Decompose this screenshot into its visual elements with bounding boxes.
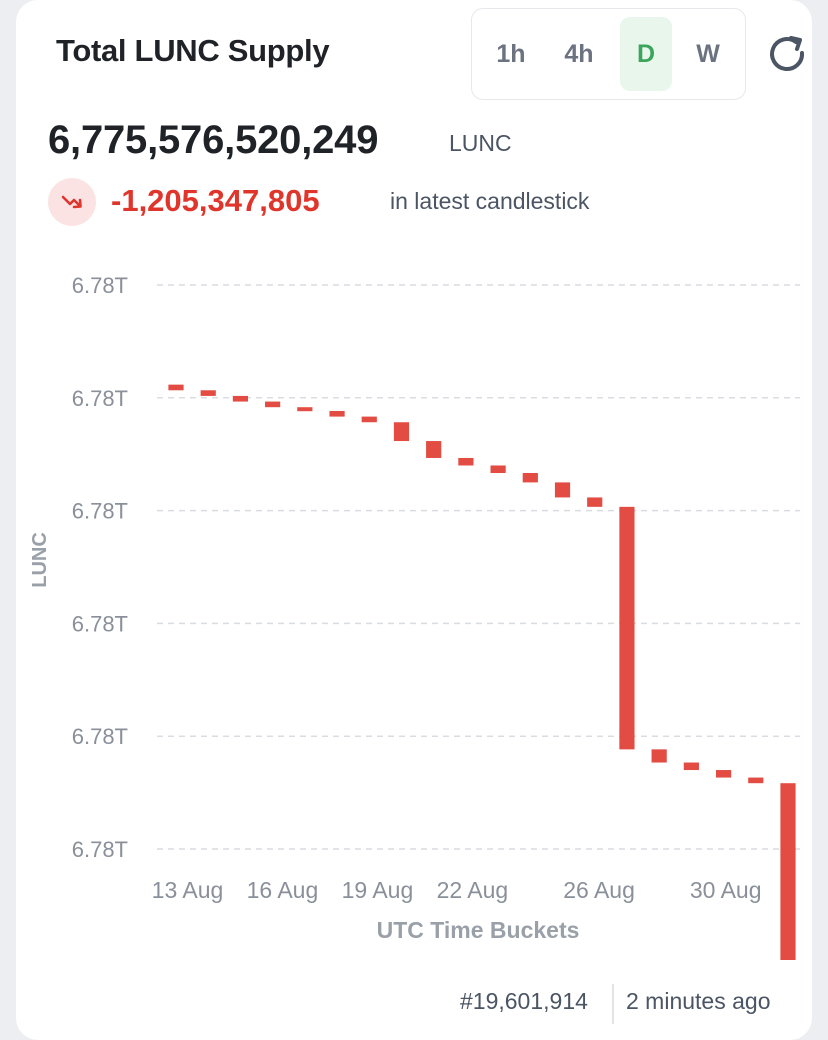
candle: [329, 410, 345, 417]
supply-change-note: in latest candlestick: [390, 188, 590, 214]
candle: [232, 395, 249, 402]
y-tick-label: 6.78T: [72, 273, 128, 298]
candle: [780, 783, 796, 960]
candle: [426, 441, 442, 458]
supply-unit: LUNC: [449, 130, 512, 156]
timeframe-d-button[interactable]: D: [620, 17, 672, 91]
block-height: #19,601,914: [460, 988, 588, 1014]
total-supply-value: 6,775,576,520,249: [48, 118, 379, 162]
candle: [587, 497, 603, 507]
candle: [554, 482, 571, 498]
x-axis-title: UTC Time Buckets: [377, 917, 580, 943]
timeframe-4h-button[interactable]: 4h: [564, 39, 594, 68]
y-tick-label: 6.78T: [72, 499, 128, 524]
candle: [715, 770, 732, 778]
footer-divider: [612, 984, 614, 1024]
candle: [490, 465, 506, 473]
candle: [748, 777, 764, 784]
timeframe-1h-button[interactable]: 1h: [496, 39, 526, 68]
last-updated: 2 minutes ago: [626, 988, 771, 1014]
card-title: Total LUNC Supply: [56, 33, 330, 68]
candle: [297, 407, 313, 412]
y-tick-label: 6.78T: [72, 386, 128, 411]
candle: [651, 749, 667, 763]
x-tick-label: 16 Aug: [247, 877, 319, 903]
y-tick-label: 6.78T: [72, 724, 128, 749]
y-tick-label: 6.78T: [72, 611, 128, 636]
candle: [619, 506, 635, 750]
candle: [265, 401, 281, 408]
trending-down-icon: [48, 178, 96, 226]
timeframe-w-button[interactable]: W: [696, 39, 720, 68]
x-tick-label: 19 Aug: [342, 877, 414, 903]
supply-change-value: -1,205,347,805: [111, 183, 320, 218]
y-axis-title: LUNC: [29, 532, 51, 588]
x-tick-label: 22 Aug: [437, 877, 509, 903]
candle: [683, 762, 699, 771]
x-tick-label: 26 Aug: [563, 877, 635, 903]
candle: [168, 384, 184, 391]
candle: [522, 473, 538, 483]
y-tick-label: 6.78T: [72, 837, 128, 862]
supply-card: Total LUNC Supply 1h 4h D W: [16, 0, 812, 1040]
supply-candlestick-chart: 6.78T 6.78T 6.78T 6.78T 6.78T 6.78T 13 Aug 16 A…: [29, 273, 800, 960]
x-tick-label: 30 Aug: [690, 877, 762, 903]
candle: [200, 390, 216, 396]
candle: [458, 457, 474, 466]
refresh-icon[interactable]: [766, 33, 810, 77]
timeframe-selector: 1h 4h D W: [471, 8, 746, 100]
x-tick-label: 13 Aug: [152, 877, 224, 903]
candle: [361, 416, 377, 423]
candle: [393, 422, 410, 442]
